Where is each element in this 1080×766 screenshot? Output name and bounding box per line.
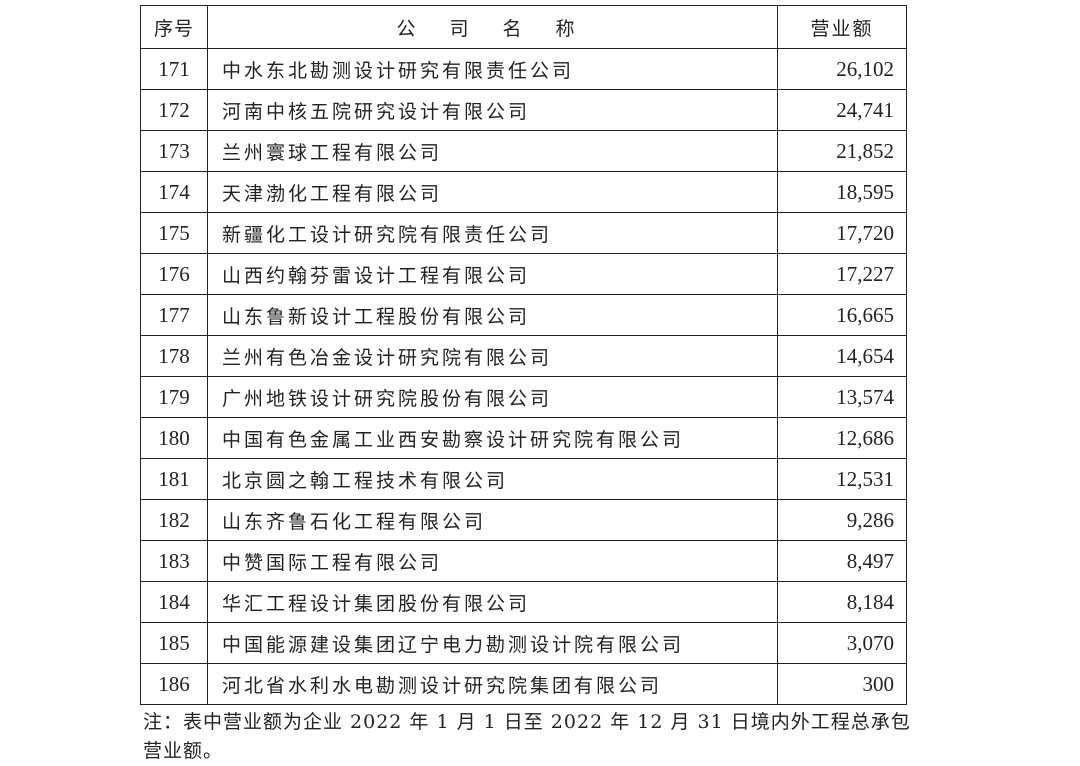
row-index: 176 (140, 253, 208, 295)
row-revenue: 9,286 (777, 499, 907, 541)
row-revenue: 16,665 (777, 294, 907, 336)
row-index: 175 (140, 212, 208, 254)
table-row: 178 兰州有色冶金设计研究院有限公司 14,654 (140, 335, 907, 377)
row-company-name: 中国能源建设集团辽宁电力勘测设计院有限公司 (207, 622, 778, 664)
table-row: 173 兰州寰球工程有限公司 21,852 (140, 130, 907, 172)
row-company-name: 山东齐鲁石化工程有限公司 (207, 499, 778, 541)
table-body: 171 中水东北勘测设计研究有限责任公司 26,102 172 河南中核五院研究设计有限… (140, 48, 907, 705)
table-row: 185 中国能源建设集团辽宁电力勘测设计院有限公司 3,070 (140, 622, 907, 664)
row-index: 181 (140, 458, 208, 500)
row-index: 172 (140, 89, 208, 131)
table-row: 179 广州地铁设计研究院股份有限公司 13,574 (140, 376, 907, 418)
table-row: 177 山东鲁新设计工程股份有限公司 16,665 (140, 294, 907, 336)
row-index: 180 (140, 417, 208, 459)
row-company-name: 山西约翰芬雷设计工程有限公司 (207, 253, 778, 295)
table-row: 182 山东齐鲁石化工程有限公司 9,286 (140, 499, 907, 541)
company-revenue-table: 序号 公 司 名 称 营业额 171 中水东北勘测设计研究有限责任公司 26,102… (140, 5, 907, 705)
row-company-name: 兰州有色冶金设计研究院有限公司 (207, 335, 778, 377)
row-index: 186 (140, 663, 208, 705)
row-index: 173 (140, 130, 208, 172)
header-index: 序号 (140, 5, 208, 49)
header-company-name: 公 司 名 称 (207, 5, 778, 49)
table-row: 181 北京圆之翰工程技术有限公司 12,531 (140, 458, 907, 500)
table-header-row: 序号 公 司 名 称 营业额 (140, 5, 907, 49)
row-revenue: 21,852 (777, 130, 907, 172)
row-revenue: 13,574 (777, 376, 907, 418)
row-index: 178 (140, 335, 208, 377)
row-revenue: 17,720 (777, 212, 907, 254)
row-revenue: 18,595 (777, 171, 907, 213)
row-company-name: 中水东北勘测设计研究有限责任公司 (207, 48, 778, 90)
row-revenue: 12,686 (777, 417, 907, 459)
row-index: 174 (140, 171, 208, 213)
row-revenue: 12,531 (777, 458, 907, 500)
table-row: 176 山西约翰芬雷设计工程有限公司 17,227 (140, 253, 907, 295)
row-revenue: 14,654 (777, 335, 907, 377)
row-company-name: 北京圆之翰工程技术有限公司 (207, 458, 778, 500)
row-revenue: 8,497 (777, 540, 907, 582)
row-company-name: 兰州寰球工程有限公司 (207, 130, 778, 172)
row-company-name: 天津渤化工程有限公司 (207, 171, 778, 213)
table-row: 184 华汇工程设计集团股份有限公司 8,184 (140, 581, 907, 623)
table-row: 175 新疆化工设计研究院有限责任公司 17,720 (140, 212, 907, 254)
row-index: 185 (140, 622, 208, 664)
row-index: 171 (140, 48, 208, 90)
row-revenue: 8,184 (777, 581, 907, 623)
row-revenue: 3,070 (777, 622, 907, 664)
row-company-name: 广州地铁设计研究院股份有限公司 (207, 376, 778, 418)
row-company-name: 华汇工程设计集团股份有限公司 (207, 581, 778, 623)
row-company-name: 河南中核五院研究设计有限公司 (207, 89, 778, 131)
table-row: 186 河北省水利水电勘测设计研究院集团有限公司 300 (140, 663, 907, 705)
row-index: 184 (140, 581, 208, 623)
table-row: 180 中国有色金属工业西安勘察设计研究院有限公司 12,686 (140, 417, 907, 459)
table-row: 174 天津渤化工程有限公司 18,595 (140, 171, 907, 213)
row-revenue: 24,741 (777, 89, 907, 131)
row-index: 182 (140, 499, 208, 541)
row-company-name: 河北省水利水电勘测设计研究院集团有限公司 (207, 663, 778, 705)
row-revenue: 300 (777, 663, 907, 705)
row-company-name: 中赞国际工程有限公司 (207, 540, 778, 582)
row-company-name: 新疆化工设计研究院有限责任公司 (207, 212, 778, 254)
row-index: 177 (140, 294, 208, 336)
row-index: 179 (140, 376, 208, 418)
row-index: 183 (140, 540, 208, 582)
row-company-name: 中国有色金属工业西安勘察设计研究院有限公司 (207, 417, 778, 459)
table-row: 183 中赞国际工程有限公司 8,497 (140, 540, 907, 582)
row-revenue: 17,227 (777, 253, 907, 295)
header-revenue: 营业额 (777, 5, 907, 49)
table-row: 172 河南中核五院研究设计有限公司 24,741 (140, 89, 907, 131)
row-revenue: 26,102 (777, 48, 907, 90)
table-row: 171 中水东北勘测设计研究有限责任公司 26,102 (140, 48, 907, 90)
row-company-name: 山东鲁新设计工程股份有限公司 (207, 294, 778, 336)
table-footnote: 注：表中营业额为企业 2022 年 1 月 1 日至 2022 年 12 月 3… (143, 711, 911, 762)
